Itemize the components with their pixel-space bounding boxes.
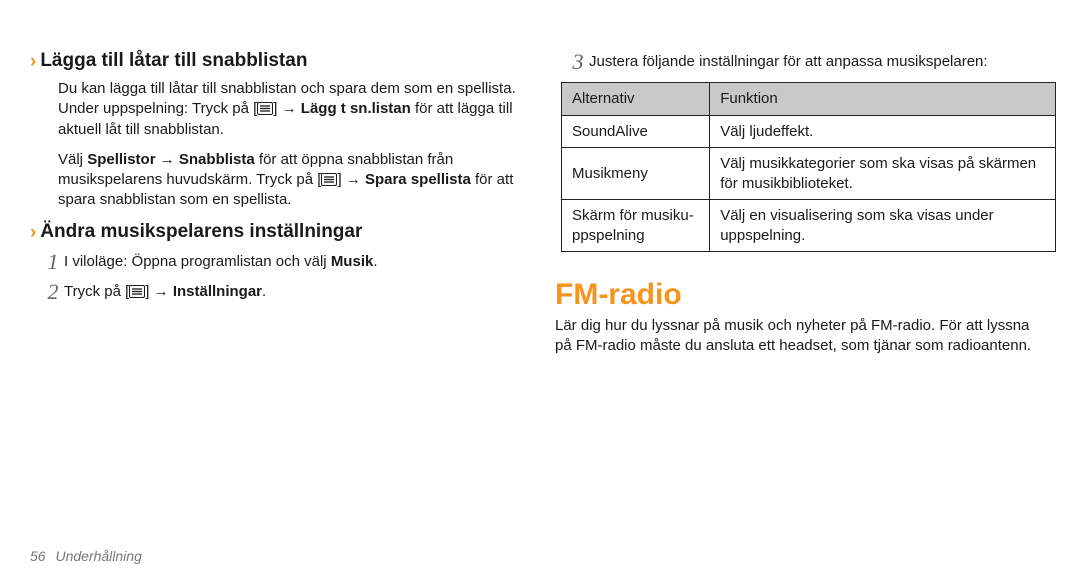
right-column: 3 Justera följande inställningar för att… <box>555 50 1050 367</box>
step-2: 2 Tryck på [] → Inställningar. <box>42 280 525 304</box>
chevron-icon: › <box>30 222 36 243</box>
step-number: 1 <box>42 250 64 274</box>
paragraph-quicklist-1: Du kan lägga till låtar till snabblistan… <box>58 79 525 140</box>
page-number: 56 <box>30 548 46 564</box>
heading-quicklist: ›Lägga till låtar till snabblistan <box>30 50 525 73</box>
step-3: 3 Justera följande inställningar för att… <box>567 50 1050 74</box>
section-title-fmradio: FM-radio <box>555 278 1050 312</box>
paragraph-quicklist-2: Välj Spellistor → Snabblista för att öpp… <box>58 150 525 211</box>
left-column: ›Lägga till låtar till snabblistan Du ka… <box>30 50 525 367</box>
step-number: 3 <box>567 50 589 74</box>
table-row: SoundAlive Välj ljudeffekt. <box>562 115 1056 148</box>
menu-icon <box>129 285 145 298</box>
footer-section: Underhållning <box>55 548 141 564</box>
table-header: Funktion <box>710 83 1056 116</box>
page-footer: 56 Underhållning <box>30 548 142 564</box>
table-row: Skärm för musiku-ppspelning Välj en visu… <box>562 200 1056 252</box>
paragraph-fmradio: Lär dig hur du lyssnar på musik och nyhe… <box>555 316 1050 357</box>
table-header: Alternativ <box>562 83 710 116</box>
table-row: Musikmeny Välj musikkategorier som ska v… <box>562 148 1056 200</box>
step-number: 2 <box>42 280 64 304</box>
menu-icon <box>257 102 273 115</box>
table-header-row: Alternativ Funktion <box>562 83 1056 116</box>
step-1: 1 I viloläge: Öppna programlistan och vä… <box>42 250 525 274</box>
chevron-icon: › <box>30 51 36 72</box>
heading-settings: ›Ändra musikspelarens inställningar <box>30 221 525 244</box>
menu-icon <box>321 173 337 186</box>
settings-table: Alternativ Funktion SoundAlive Välj ljud… <box>561 82 1056 252</box>
